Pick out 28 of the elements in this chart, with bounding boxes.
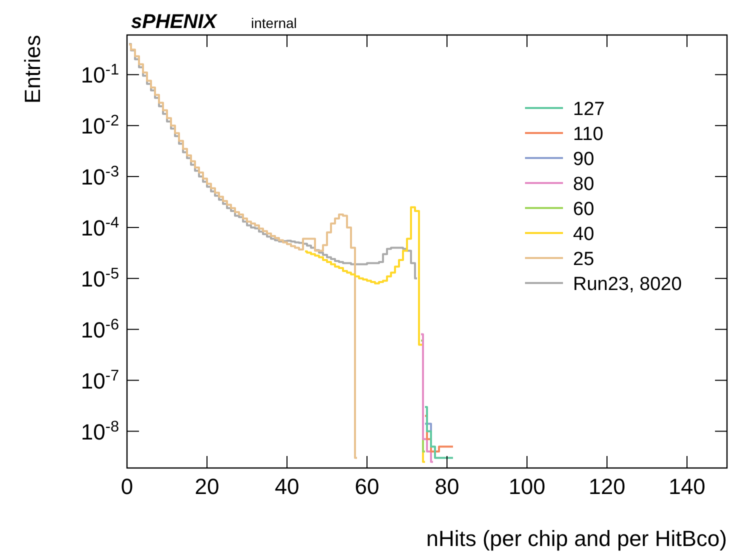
x-tick-label: 60 bbox=[354, 474, 380, 499]
legend-label: 40 bbox=[573, 224, 594, 245]
y-tick-label: 10$^{-7}$ bbox=[80, 366, 119, 394]
legend-label: 127 bbox=[573, 99, 605, 120]
chart-title: sPHENIX bbox=[131, 11, 218, 33]
y-tick-label: 10$^{-3}$ bbox=[80, 163, 119, 190]
y-tick-label: 10$^{-5}$ bbox=[80, 264, 119, 292]
chart-subtitle: internal bbox=[251, 15, 297, 31]
y-tick-label: 10$^{-6}$ bbox=[80, 316, 119, 342]
y-tick-label: 10$^{-1}$ bbox=[80, 61, 119, 88]
x-tick-label: 20 bbox=[194, 474, 220, 499]
y-axis-title: Entries bbox=[20, 35, 45, 104]
legend-label: 60 bbox=[573, 199, 594, 220]
x-tick-label: 80 bbox=[434, 474, 460, 499]
legend-label: 110 bbox=[573, 124, 604, 145]
legend-label: 90 bbox=[573, 149, 594, 170]
y-tick-label: 10$^{-2}$ bbox=[80, 112, 119, 139]
x-tick-label: 140 bbox=[668, 474, 706, 499]
x-tick-label: 0 bbox=[120, 474, 134, 499]
x-tick-label: 40 bbox=[274, 474, 300, 499]
y-tick-label: 10$^{-8}$ bbox=[80, 418, 119, 444]
x-axis-title: nHits (per chip and per HitBco) bbox=[426, 526, 727, 551]
legend-label: 80 bbox=[573, 174, 594, 195]
legend-label: 25 bbox=[573, 249, 594, 270]
legend-label: Run23, 8020 bbox=[573, 274, 682, 295]
x-tick-label: 100 bbox=[508, 474, 546, 499]
x-tick-label: 120 bbox=[588, 474, 626, 499]
y-tick-label: 10$^{-4}$ bbox=[80, 214, 120, 240]
